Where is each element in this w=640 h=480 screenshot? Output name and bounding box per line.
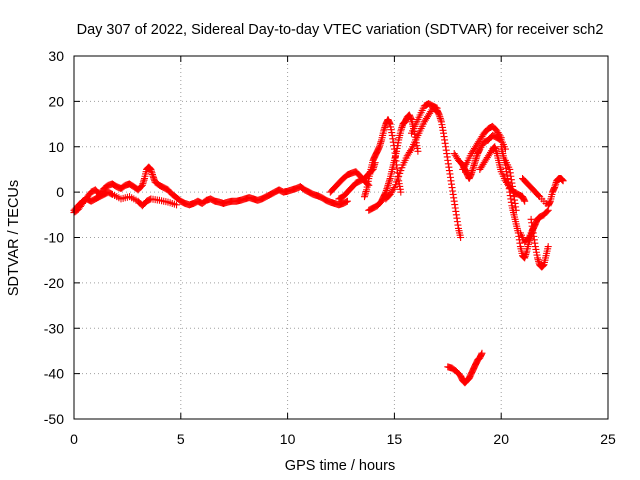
data-point — [457, 234, 465, 241]
x-tick-label: 15 — [387, 431, 403, 447]
x-axis-label: GPS time / hours — [285, 458, 395, 474]
data-point — [414, 147, 422, 155]
data-point — [389, 185, 397, 193]
y-tick-label: 0 — [56, 184, 64, 200]
chart-title: Day 307 of 2022, Sidereal Day-to-day VTE… — [77, 22, 604, 38]
y-tick-label: 10 — [48, 139, 64, 155]
tick-labels: 0 5 10 15 20 25 30 20 10 0 -10 -20 -30 -40 -50 — [44, 48, 616, 447]
data-point — [343, 197, 351, 205]
x-tick-label: 5 — [177, 431, 185, 447]
data-point — [512, 206, 520, 214]
y-tick-label: -50 — [44, 411, 64, 427]
x-tick-label: 25 — [600, 431, 616, 447]
data-point — [543, 207, 551, 215]
y-axis-label: SDTVAR / TECUs — [6, 180, 22, 296]
data-point — [544, 243, 552, 251]
data-point — [173, 201, 181, 209]
data-point — [432, 104, 440, 112]
y-tick-label: -20 — [44, 275, 64, 291]
y-tick-label: -10 — [44, 230, 64, 246]
data-point — [462, 160, 470, 168]
y-tick-label: -30 — [44, 320, 64, 336]
y-tick-label: 30 — [48, 48, 64, 64]
data-point — [559, 177, 567, 185]
y-tick-label: 20 — [48, 93, 64, 109]
x-tick-label: 10 — [280, 431, 296, 447]
data-point — [342, 198, 350, 206]
data-point — [478, 349, 486, 357]
x-tick-label: 20 — [493, 431, 509, 447]
data-point — [535, 192, 543, 200]
data-point — [433, 104, 441, 112]
data-point — [521, 197, 529, 205]
data-point — [107, 190, 115, 198]
y-tick-label: -40 — [44, 366, 64, 382]
x-tick-label: 0 — [70, 431, 78, 447]
data-point — [497, 134, 505, 142]
plot-frame — [73, 55, 609, 420]
data-point — [406, 147, 414, 155]
data-points — [70, 100, 567, 387]
data-point — [397, 188, 405, 196]
data-point — [496, 132, 504, 140]
